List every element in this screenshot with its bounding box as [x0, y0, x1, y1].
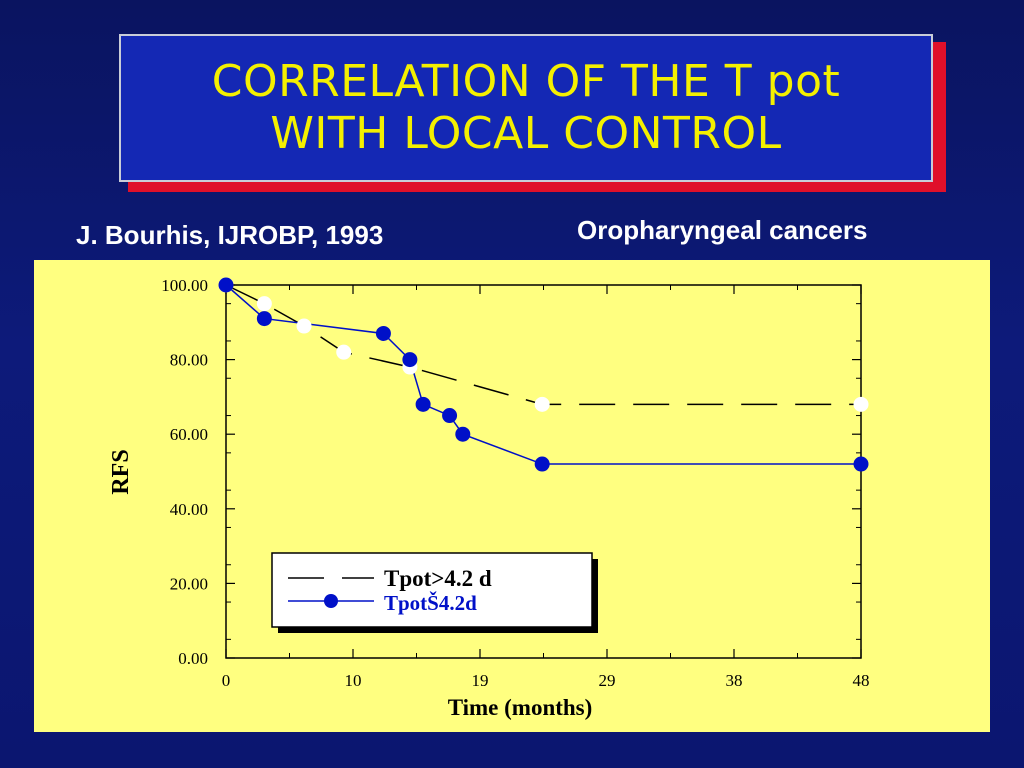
y-tick-label: 0.00 [178, 649, 208, 668]
slide-title-line-1: CORRELATION OF THE T pot [211, 56, 841, 107]
data-point-tpot-low [853, 456, 869, 472]
data-point-tpot-low [455, 426, 471, 442]
y-tick-label: 20.00 [170, 574, 208, 593]
legend-label-low: TpotŠ4.2d [384, 591, 477, 615]
data-point-tpot-high [336, 344, 352, 360]
citation: J. Bourhis, IJROBP, 1993 [76, 220, 384, 250]
y-tick-label: 100.00 [161, 276, 208, 295]
data-point-tpot-low [402, 352, 418, 368]
legend-label-high: Tpot>4.2 d [384, 566, 492, 591]
rfs-chart: 0.00 20.00 40.00 60.00 80.00 100.00 0 10 19 29 38 4… [108, 276, 870, 720]
data-point-tpot-low [415, 396, 431, 412]
data-point-tpot-low [534, 456, 550, 472]
data-point-tpot-high [534, 396, 550, 412]
y-axis-label: RFS [108, 449, 134, 494]
data-point-tpot-low [218, 277, 234, 293]
x-tick-label: 38 [726, 671, 743, 690]
x-axis-label: Time (months) [448, 695, 593, 720]
x-tick-label: 48 [853, 671, 870, 690]
data-point-tpot-high [853, 396, 869, 412]
x-tick-label: 29 [599, 671, 616, 690]
legend-marker-low [324, 594, 338, 608]
data-point-tpot-low [256, 311, 272, 327]
title-box: CORRELATION OF THE T pot WITH LOCAL CONT… [119, 34, 933, 182]
y-tick-label: 40.00 [170, 500, 208, 519]
data-point-tpot-low [442, 408, 458, 424]
data-point-tpot-high [296, 318, 312, 334]
x-tick-label: 0 [222, 671, 231, 690]
chart-panel: 0.00 20.00 40.00 60.00 80.00 100.00 0 10 19 29 38 4… [34, 260, 990, 732]
y-tick-label: 80.00 [170, 351, 208, 370]
series-line-tpot-high [225, 284, 861, 406]
topic-label: Oropharyngeal cancers [577, 215, 868, 245]
x-tick-label: 10 [345, 671, 362, 690]
slide-title-line-2: WITH LOCAL CONTROL [270, 108, 782, 159]
x-tick-label: 19 [472, 671, 489, 690]
series-line-tpot-low [225, 284, 861, 465]
y-tick-label: 60.00 [170, 425, 208, 444]
legend-box [271, 552, 593, 628]
data-point-tpot-high [256, 296, 272, 312]
data-point-tpot-low [375, 325, 391, 341]
